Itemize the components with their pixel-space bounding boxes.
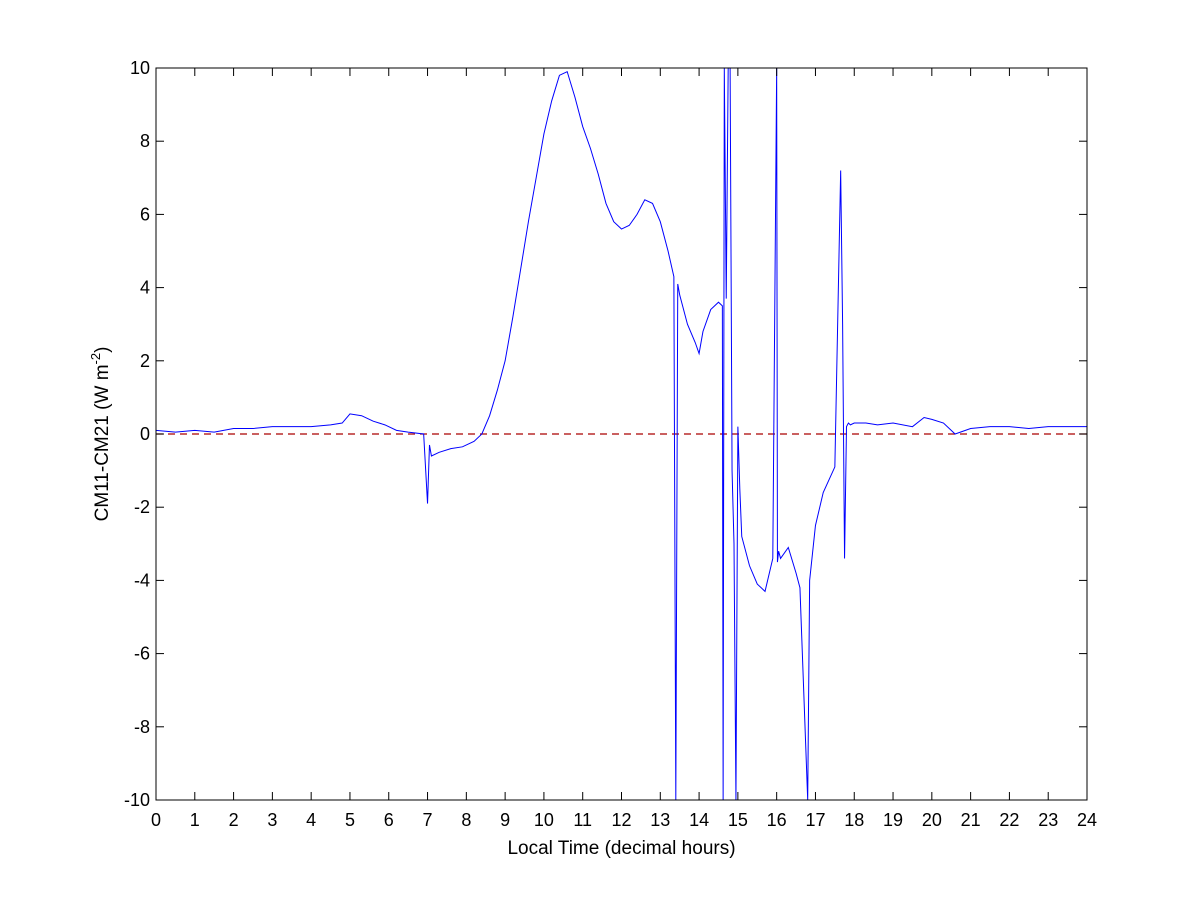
x-tick-label: 19 — [883, 810, 903, 830]
x-tick-label: 9 — [500, 810, 510, 830]
x-tick-label: 22 — [999, 810, 1019, 830]
x-tick-label: 1 — [190, 810, 200, 830]
x-ticks: 0 1 2 3 4 5 6 7 8 9 10 11 12 13 14 15 16 17 18 19 20 21 22 23 24 — [151, 68, 1097, 830]
x-tick-label: 14 — [689, 810, 709, 830]
x-axis-label: Local Time (decimal hours) — [507, 838, 735, 859]
x-tick-label: 3 — [267, 810, 277, 830]
x-tick-label: 24 — [1077, 810, 1097, 830]
y-axis-label-main: CM11-CM21 (W m — [92, 364, 113, 521]
y-tick-label: 8 — [140, 131, 150, 151]
x-tick-label: 11 — [573, 810, 592, 830]
plot-area — [156, 68, 1087, 800]
x-tick-label: 16 — [767, 810, 787, 830]
x-tick-label: 17 — [805, 810, 825, 830]
x-tick-label: 20 — [922, 810, 942, 830]
x-tick-label: 12 — [611, 810, 631, 830]
x-tick-label: 8 — [461, 810, 471, 830]
x-tick-label: 13 — [650, 810, 670, 830]
y-tick-label: 10 — [130, 58, 150, 78]
series-line-0 — [156, 68, 1087, 800]
x-tick-label: 6 — [384, 810, 394, 830]
x-tick-label: 5 — [345, 810, 355, 830]
x-tick-label: 18 — [844, 810, 864, 830]
x-tick-label: 7 — [423, 810, 433, 830]
y-tick-label: 6 — [140, 204, 150, 224]
x-tick-label: 2 — [229, 810, 239, 830]
y-axis-label-close: ) — [92, 347, 113, 353]
series-layer — [156, 68, 1087, 800]
x-tick-label: 23 — [1038, 810, 1058, 830]
x-tick-label: 21 — [961, 810, 981, 830]
y-tick-label: -8 — [134, 717, 150, 737]
y-tick-label: 4 — [140, 278, 150, 298]
y-tick-label: -2 — [134, 497, 150, 517]
x-tick-label: 4 — [306, 810, 316, 830]
x-tick-label: 15 — [728, 810, 748, 830]
x-tick-label: 10 — [534, 810, 554, 830]
y-tick-label: 2 — [140, 351, 150, 371]
y-tick-label: -6 — [134, 644, 150, 664]
y-axis-label-superscript: -2 — [88, 353, 103, 365]
y-axis-label: CM11-CM21 (W m-2) — [88, 347, 113, 522]
y-tick-label: 0 — [140, 424, 150, 444]
y-ticks: -10 -8 -6 -4 -2 0 2 4 6 8 10 — [124, 58, 1087, 810]
y-tick-label: -4 — [134, 570, 150, 590]
x-tick-label: 0 — [151, 810, 161, 830]
y-tick-label: -10 — [124, 790, 150, 810]
